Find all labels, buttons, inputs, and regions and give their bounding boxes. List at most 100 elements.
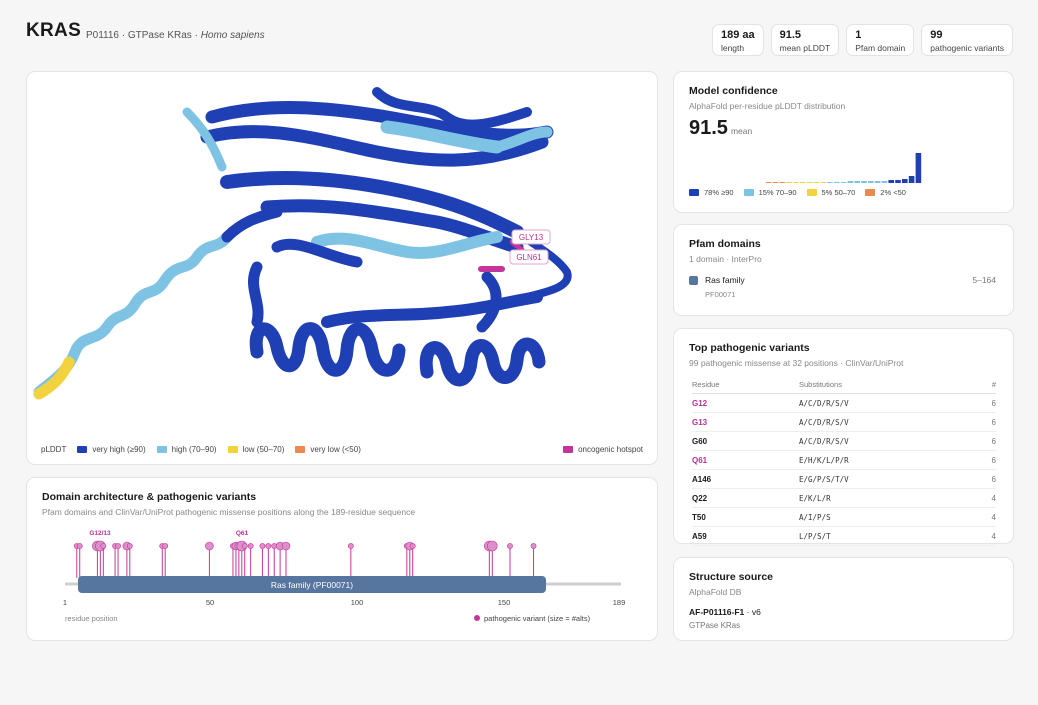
col-residue: Residue: [692, 380, 799, 394]
table-row[interactable]: A59 L/P/S/T 4: [692, 526, 996, 546]
variant-substitutions: E/G/P/S/T/V: [799, 469, 980, 489]
variant-residue: Q61: [692, 450, 799, 470]
histogram-bar: [786, 182, 792, 183]
legend-very-low: very low (<50): [295, 445, 361, 454]
histogram-bar: [813, 182, 820, 183]
table-row[interactable]: T50 A/I/P/S 4: [692, 507, 996, 527]
variants-table: Residue Substitutions # G12 A/C/D/R/S/V 6 G…: [692, 380, 996, 546]
residue-label-gln61: GLN61: [509, 249, 549, 265]
col-substitutions: Substitutions: [799, 380, 980, 394]
variant-lollipop[interactable]: [259, 543, 266, 549]
histogram-bar: [779, 182, 786, 183]
stat-length: 189 aa length: [711, 24, 764, 56]
conf-legend-very-high: 78% ≥90: [689, 188, 734, 197]
tick-100: 100: [351, 598, 364, 607]
legend-dot: [474, 615, 480, 621]
variant-residue: A146: [692, 469, 799, 489]
histogram-bar: [806, 182, 813, 183]
variant-lollipop[interactable]: [100, 543, 107, 549]
histogram-bar: [881, 181, 888, 183]
hotspot-label-q61: Q61: [236, 530, 249, 537]
domain-arch-title: Domain architecture & pathogenic variant…: [42, 491, 257, 503]
variant-substitutions: A/C/D/R/S/V: [799, 412, 980, 432]
legend-high: high (70–90): [156, 445, 217, 454]
table-row[interactable]: G12 A/C/D/R/S/V 6: [692, 393, 996, 413]
variant-lollipop[interactable]: [205, 541, 214, 551]
variant-residue: T50: [692, 507, 799, 527]
confidence-value: 91.5 mean: [689, 117, 753, 139]
tick-1: 1: [63, 598, 67, 607]
histogram-bar: [874, 181, 881, 183]
histogram-bar: [854, 181, 860, 183]
variant-count: 6: [979, 469, 996, 489]
structure-viewer[interactable]: GLY13 GLN61 pLDDT very high (≥90) high (…: [26, 71, 658, 465]
tick-189: 189: [613, 598, 626, 607]
table-row[interactable]: A146 E/G/P/S/T/V 6: [692, 469, 996, 489]
domain-bar-label: Ras family (PF00071): [271, 580, 353, 590]
organism-name: Homo sapiens: [200, 30, 265, 41]
variant-lollipop[interactable]: [347, 543, 354, 549]
variant-residue: A59: [692, 526, 799, 546]
variant-legend: pathogenic variant (size = #alts): [484, 614, 591, 623]
variant-lollipop[interactable]: [486, 540, 498, 552]
source-model[interactable]: AF-P01116-F1 · v6: [689, 607, 761, 617]
variants-title: Top pathogenic variants: [689, 342, 810, 354]
pfam-title: Pfam domains: [689, 238, 761, 250]
histogram-bar: [861, 181, 867, 183]
gene-subtitle: P01116 · GTPase KRas · Homo sapiens: [86, 30, 265, 41]
pfam-domain-name: Ras family: [705, 275, 745, 285]
legend-low: low (50–70): [227, 445, 284, 454]
variant-lollipop[interactable]: [530, 543, 537, 549]
table-row[interactable]: G60 A/C/D/R/S/V 6: [692, 431, 996, 451]
gene-title: KRAS: [26, 20, 82, 41]
histogram-bar: [820, 182, 826, 183]
variant-substitutions: E/K/L/R: [799, 488, 980, 508]
variant-lollipop[interactable]: [409, 543, 416, 549]
variant-substitutions: L/P/S/T: [799, 526, 980, 546]
variant-lollipop[interactable]: [265, 543, 272, 549]
variant-substitutions: A/I/P/S: [799, 507, 980, 527]
legend-very-high: very high (≥90): [77, 445, 146, 454]
variants-subtitle: 99 pathogenic missense at 32 positions ·…: [689, 358, 904, 368]
col-count: #: [979, 380, 996, 394]
stat-plddt: 91.5 mean pLDDT: [770, 24, 840, 56]
variant-residue: G13: [692, 412, 799, 432]
table-row[interactable]: Q22 E/K/L/R 4: [692, 488, 996, 508]
variant-residue: G12: [692, 393, 799, 413]
histogram-bar: [800, 182, 806, 183]
variant-lollipop[interactable]: [76, 543, 83, 549]
variant-lollipop[interactable]: [162, 543, 169, 549]
pfam-domain-row[interactable]: Ras family 5–164: [689, 275, 998, 285]
hotspot-label-g12: G12/13: [89, 530, 111, 537]
pathogenic-variants-card: Top pathogenic variants 99 pathogenic mi…: [673, 328, 1014, 546]
confidence-title: Model confidence: [689, 85, 778, 97]
variant-lollipop[interactable]: [281, 541, 291, 551]
stats-row: 189 aa length 91.5 mean pLDDT 1 Pfam domain…: [711, 24, 1013, 56]
conf-legend-low: 5% 50–70: [806, 188, 855, 197]
domain-bar-ras[interactable]: [78, 576, 546, 593]
histogram-bar: [847, 181, 854, 183]
variant-count: 6: [979, 431, 996, 451]
table-row[interactable]: Q61 E/H/K/L/P/R 6: [692, 450, 996, 470]
table-row[interactable]: G13 A/C/D/R/S/V 6: [692, 412, 996, 432]
variant-lollipop[interactable]: [126, 543, 133, 549]
pfam-domain-range: 5–164: [972, 275, 996, 285]
variant-lollipop[interactable]: [115, 543, 121, 549]
stat-variants: 99 pathogenic variants: [921, 24, 1013, 56]
axis-label: residue position: [65, 614, 118, 623]
source-title: Structure source: [689, 571, 774, 583]
domain-architecture-card: Domain architecture & pathogenic variant…: [26, 477, 658, 641]
histogram-bar: [915, 153, 922, 183]
variant-substitutions: E/H/K/L/P/R: [799, 450, 980, 470]
variant-lollipop[interactable]: [507, 543, 513, 549]
residue-label-gly13: GLY13: [511, 229, 551, 245]
legend-hotspot: oncogenic hotspot: [563, 445, 643, 454]
histogram-bar: [895, 180, 901, 183]
variant-lollipop[interactable]: [247, 543, 254, 549]
svg-text:GLN61: GLN61: [516, 253, 542, 262]
protein-ribbon[interactable]: GLY13 GLN61: [27, 72, 658, 442]
variant-count: 6: [979, 450, 996, 470]
histogram-bar: [834, 182, 840, 183]
domain-color-swatch: [689, 275, 698, 285]
variant-lollipop[interactable]: [241, 543, 248, 549]
